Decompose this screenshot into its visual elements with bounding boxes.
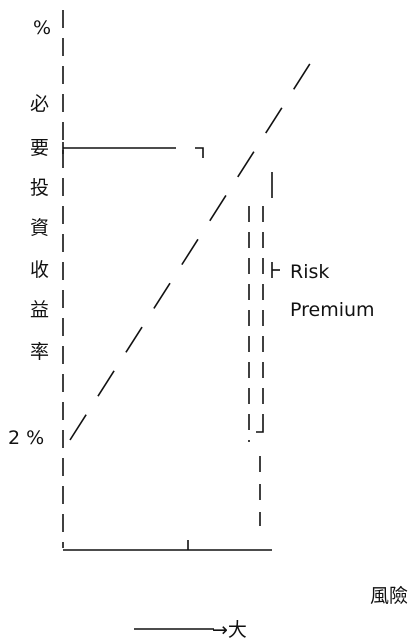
y-axis-char-7: 率 <box>30 341 49 363</box>
intersection-corner-mark <box>195 147 204 158</box>
x-axis-label: 風險 <box>370 585 408 607</box>
bracket-bottom-hook <box>256 420 264 433</box>
y-axis-char-percent: % <box>33 17 51 39</box>
x-direction-arrow-end: →大 <box>212 619 247 641</box>
risk-premium-label-line2: Premium <box>290 299 375 321</box>
required-return-guide <box>62 142 176 154</box>
y-axis-label: % 必 要 投 資 收 益 率 <box>30 17 51 363</box>
x-direction-arrow: →大 <box>134 619 247 641</box>
y-axis-char-6: 益 <box>30 299 49 321</box>
x-axis <box>63 540 272 551</box>
risk-premium-label-line1: Risk <box>290 261 329 283</box>
y-axis-char-4: 資 <box>30 217 49 239</box>
y-axis-char-2: 要 <box>30 137 49 159</box>
risk-premium-bracket <box>248 172 280 442</box>
security-market-line <box>69 47 321 441</box>
y-axis-char-1: 必 <box>30 93 49 115</box>
y-axis-char-5: 收 <box>30 259 49 281</box>
y-tick-label-2-percent: 2 % <box>8 427 44 449</box>
y-axis-char-3: 投 <box>30 177 49 199</box>
